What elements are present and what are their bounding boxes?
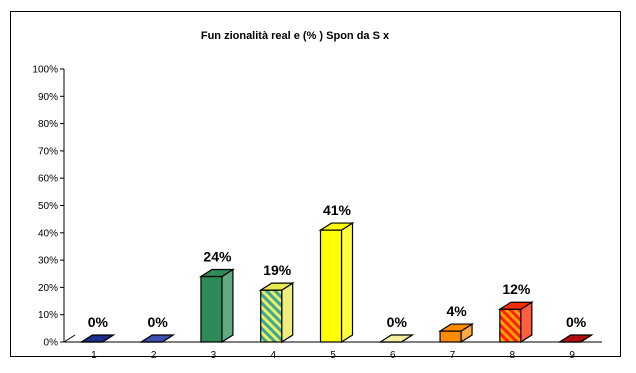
x-tick-label: 8 — [510, 350, 516, 358]
bar-front — [439, 330, 462, 343]
bar-front — [260, 289, 283, 343]
bar — [139, 334, 176, 343]
bar — [258, 282, 295, 344]
data-labels-group: 0% 0% 24% 19% 41% 0% 4% 12% 0% — [88, 202, 587, 330]
bar — [318, 221, 355, 344]
bar-top — [198, 268, 236, 278]
bar-front — [200, 275, 223, 343]
data-label: 24% — [203, 248, 232, 264]
y-tick-label: 50% — [38, 201, 58, 212]
y-tick-label: 80% — [38, 119, 58, 130]
data-label: 12% — [502, 281, 531, 297]
x-tick-label: 5 — [330, 350, 336, 358]
bar-top — [139, 334, 176, 343]
y-tick-label: 10% — [38, 310, 58, 321]
data-label: 4% — [446, 303, 467, 319]
bar — [497, 301, 534, 344]
bar-chart: Fun zionalità real e (% ) Spon da S x 0%… — [32, 30, 602, 358]
bar — [378, 334, 415, 343]
y-tick-label: 90% — [38, 92, 58, 103]
y-tick-label: 0% — [44, 338, 59, 349]
bar-top — [557, 334, 594, 343]
bar-side — [281, 282, 294, 344]
bar — [437, 322, 475, 344]
y-tick-label: 40% — [38, 228, 58, 239]
bar-top — [497, 301, 534, 310]
chart-frame: Fun zionalità real e (% ) Spon da S x 0%… — [10, 11, 621, 358]
bar-top — [258, 282, 295, 291]
x-tick-label: 1 — [91, 350, 97, 358]
bar-top — [378, 334, 415, 343]
bar — [557, 334, 594, 343]
y-tick-label: 30% — [38, 256, 58, 267]
bar-side — [340, 221, 354, 344]
bar — [198, 268, 236, 344]
floor-depth-edge — [63, 334, 76, 343]
x-tick-label: 7 — [450, 350, 456, 358]
bar-top — [318, 222, 355, 231]
data-label: 19% — [263, 262, 292, 278]
data-label: 0% — [566, 314, 587, 330]
bar-side — [221, 268, 234, 344]
x-tick-label: 6 — [390, 350, 396, 358]
x-tick-label: 4 — [270, 350, 276, 358]
chart-title: Fun zionalità real e (% ) Spon da S x — [201, 30, 390, 42]
data-label: 41% — [323, 202, 352, 218]
y-tick-label: 60% — [38, 174, 58, 185]
bar-top — [437, 323, 475, 332]
bars-group — [79, 221, 594, 344]
bar — [79, 334, 116, 343]
bar-front — [499, 308, 522, 343]
data-label: 0% — [387, 314, 408, 330]
x-tick-label: 9 — [569, 350, 575, 358]
data-label: 0% — [88, 314, 109, 330]
y-tick-label: 100% — [32, 65, 58, 76]
bar-top — [79, 334, 116, 343]
data-label: 0% — [148, 314, 169, 330]
y-tick-label: 70% — [38, 146, 58, 157]
x-tick-label: 2 — [151, 350, 157, 358]
bar-front — [319, 229, 343, 343]
y-tick-label: 20% — [38, 283, 58, 294]
x-tick-label: 3 — [211, 350, 217, 358]
